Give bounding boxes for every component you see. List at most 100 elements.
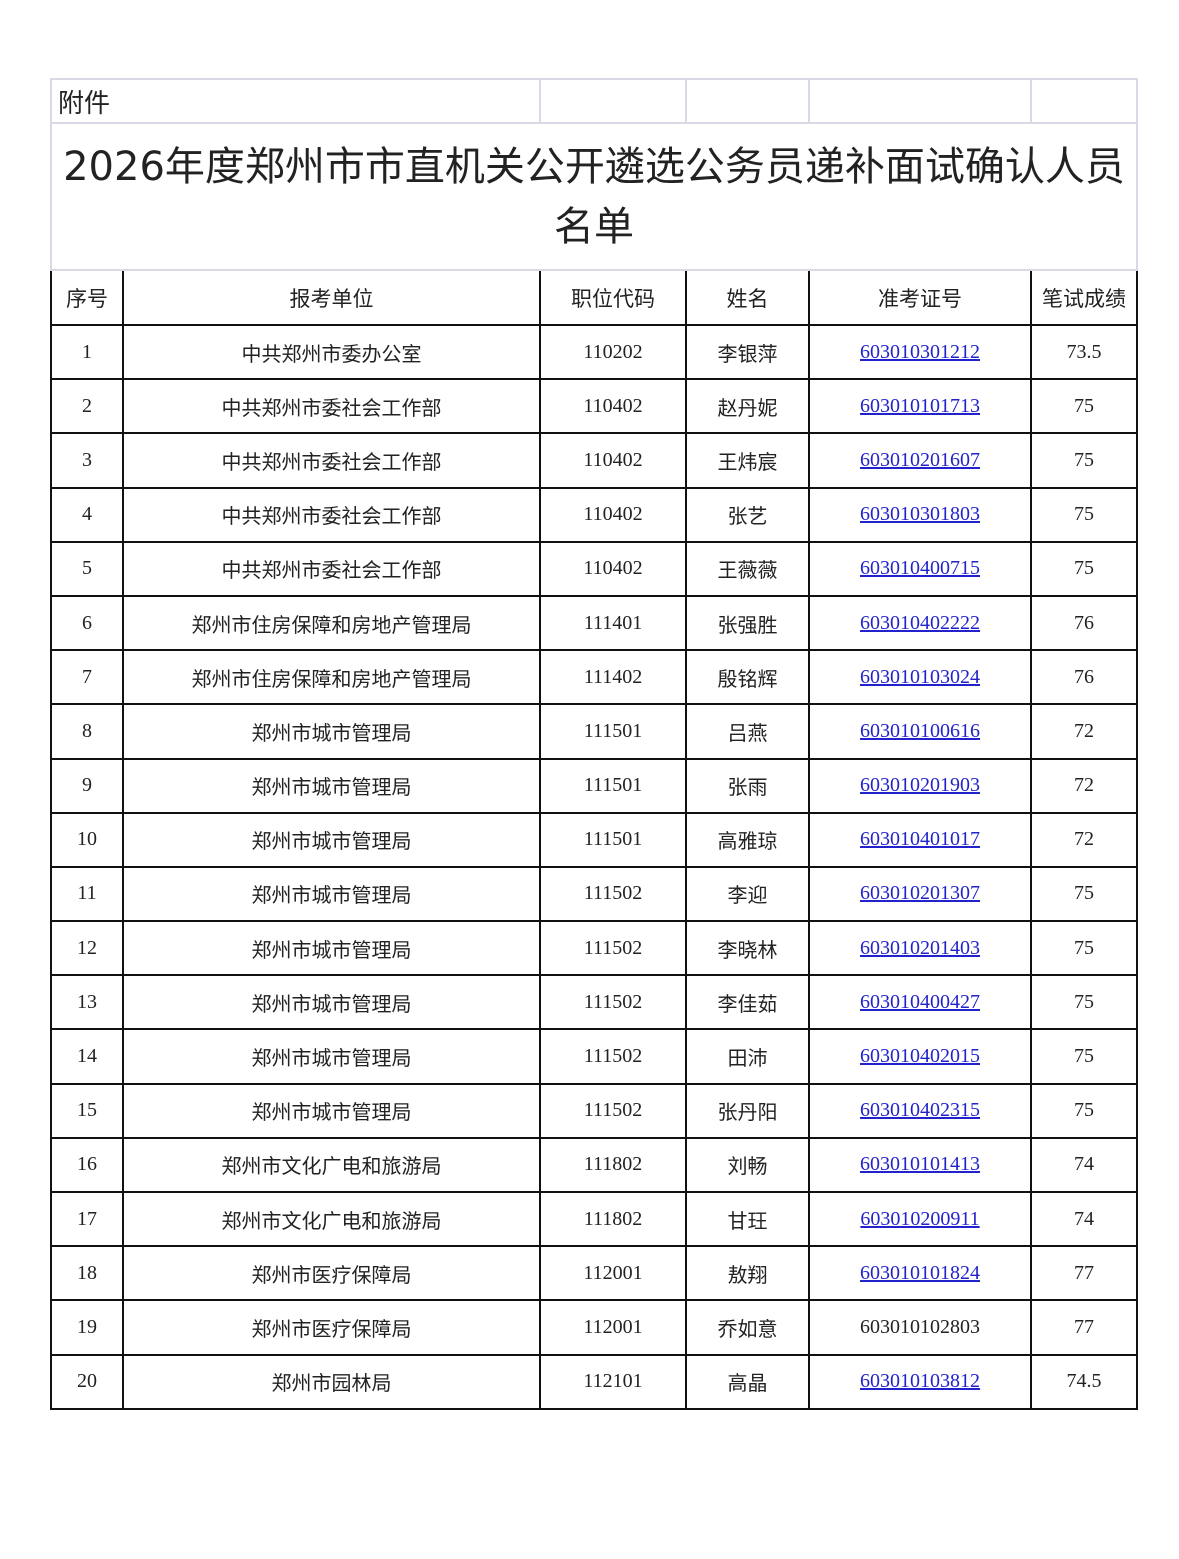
row-number: 2 [50,378,124,435]
score: 75 [1030,974,1139,1031]
exam-id: 603010402015 [808,1028,1033,1085]
candidate-name: 高晶 [685,1353,811,1410]
exam-id: 603010200911 [808,1190,1033,1248]
unit-cell: 中共郑州市委社会工作部 [121,378,542,435]
unit-cell: 郑州市城市管理局 [121,920,542,977]
position-code: 111402 [539,649,688,706]
score: 73.5 [1030,323,1139,381]
unit-cell: 中共郑州市委社会工作部 [121,540,542,597]
row-number: 3 [50,432,124,489]
score: 75 [1030,432,1139,489]
exam-id-link[interactable]: 603010401017 [860,828,981,851]
row-number: 11 [50,865,124,923]
header-row: 序号 报考单位 职位代码 姓名 准考证号 笔试成绩 [50,269,1139,326]
candidate-name: 吕燕 [685,703,811,760]
exam-id-link[interactable]: 603010103812 [860,1370,981,1393]
exam-id-link[interactable]: 603010301803 [860,503,981,526]
position-code: 110402 [539,540,688,597]
exam-id-link[interactable]: 603010201403 [860,936,981,959]
exam-id-link[interactable]: 603010402222 [860,611,981,634]
candidate-name: 刘畅 [685,1136,811,1194]
row-number: 9 [50,757,124,814]
table-row: 20 郑州市园林局 112101 高晶 603010103812 74.5 [50,1353,1139,1410]
unit-cell: 郑州市城市管理局 [121,974,542,1031]
table-row: 17 郑州市文化广电和旅游局 111802 甘玨 603010200911 74 [50,1190,1139,1248]
exam-id-link[interactable]: 603010301212 [860,340,981,363]
exam-id-link[interactable]: 603010201307 [860,882,981,905]
exam-id: 603010201903 [808,757,1033,814]
position-code: 110202 [539,323,688,381]
exam-id-link[interactable]: 603010201903 [860,774,981,797]
exam-id: 603010301803 [808,486,1033,543]
exam-id-link[interactable]: 603010402315 [860,1099,981,1122]
row-number: 7 [50,649,124,706]
page-title: 2026年度郑州市市直机关公开遴选公务员递补面试确认人员名单 [49,122,1139,271]
position-code: 112101 [539,1353,688,1410]
unit-cell: 郑州市医疗保障局 [121,1245,542,1302]
table-row: 14 郑州市城市管理局 111502 田沛 603010402015 75 [50,1028,1139,1085]
table-row: 9 郑州市城市管理局 111501 张雨 603010201903 72 [50,757,1139,814]
exam-id-link[interactable]: 603010402015 [860,1045,981,1068]
position-code: 111501 [539,811,688,868]
position-code: 111501 [539,703,688,760]
unit-cell: 郑州市文化广电和旅游局 [121,1190,542,1248]
exam-id: 603010201403 [808,920,1033,977]
candidate-name: 敖翔 [685,1245,811,1302]
exam-id: 603010103812 [808,1353,1033,1410]
table-row: 3 中共郑州市委社会工作部 110402 王炜宸 603010201607 75 [50,432,1139,489]
table-row: 8 郑州市城市管理局 111501 吕燕 603010100616 72 [50,703,1139,760]
attachment-row: 附件 [49,78,1139,124]
row-number: 19 [50,1299,124,1356]
unit-cell: 中共郑州市委办公室 [121,323,542,381]
table-row: 2 中共郑州市委社会工作部 110402 赵丹妮 603010101713 75 [50,378,1139,435]
exam-id: 603010101413 [808,1136,1033,1194]
candidate-name: 殷铭辉 [685,649,811,706]
position-code: 111502 [539,865,688,923]
score: 75 [1030,1082,1139,1139]
table-row: 12 郑州市城市管理局 111502 李晓林 603010201403 75 [50,920,1139,977]
exam-id: 603010102803 [808,1299,1033,1356]
score: 75 [1030,486,1139,543]
exam-id-link[interactable]: 603010101824 [860,1261,981,1284]
table-row: 5 中共郑州市委社会工作部 110402 王薇薇 603010400715 75 [50,540,1139,597]
exam-id-link[interactable]: 603010400427 [860,990,981,1013]
exam-id: 603010400427 [808,974,1033,1031]
candidate-name: 张艺 [685,486,811,543]
unit-cell: 郑州市城市管理局 [121,757,542,814]
table-row: 19 郑州市医疗保障局 112001 乔如意 603010102803 77 [50,1299,1139,1356]
score: 72 [1030,703,1139,760]
score: 74 [1030,1136,1139,1194]
candidate-name: 李晓林 [685,920,811,977]
score: 77 [1030,1245,1139,1302]
position-code: 111502 [539,1028,688,1085]
score: 72 [1030,811,1139,868]
unit-cell: 郑州市城市管理局 [121,865,542,923]
unit-cell: 郑州市城市管理局 [121,811,542,868]
exam-id-link[interactable]: 603010200911 [860,1207,980,1230]
exam-id-link[interactable]: 603010201607 [860,448,981,471]
row-number: 16 [50,1136,124,1194]
row-number: 8 [50,703,124,760]
position-code: 111501 [539,757,688,814]
table-row: 18 郑州市医疗保障局 112001 敖翔 603010101824 77 [50,1245,1139,1302]
unit-cell: 郑州市城市管理局 [121,1082,542,1139]
unit-cell: 中共郑州市委社会工作部 [121,432,542,489]
position-code: 110402 [539,486,688,543]
position-code: 111802 [539,1190,688,1248]
exam-id-link[interactable]: 603010101713 [860,394,981,417]
exam-id-link[interactable]: 603010400715 [860,557,981,580]
exam-id-link[interactable]: 603010101413 [860,1153,981,1176]
table-row: 11 郑州市城市管理局 111502 李迎 603010201307 75 [50,865,1139,923]
col-header-exam-id: 准考证号 [808,269,1033,326]
table-row: 16 郑州市文化广电和旅游局 111802 刘畅 603010101413 74 [50,1136,1139,1194]
table-row: 15 郑州市城市管理局 111502 张丹阳 603010402315 75 [50,1082,1139,1139]
score: 75 [1030,920,1139,977]
row-number: 6 [50,594,124,652]
exam-id: 603010401017 [808,811,1033,868]
exam-id-link[interactable]: 603010103024 [860,665,981,688]
table-row: 7 郑州市住房保障和房地产管理局 111402 殷铭辉 603010103024 76 [50,649,1139,706]
position-code: 111401 [539,594,688,652]
row-number: 14 [50,1028,124,1085]
exam-id-link[interactable]: 603010100616 [860,719,981,742]
candidate-name: 乔如意 [685,1299,811,1356]
